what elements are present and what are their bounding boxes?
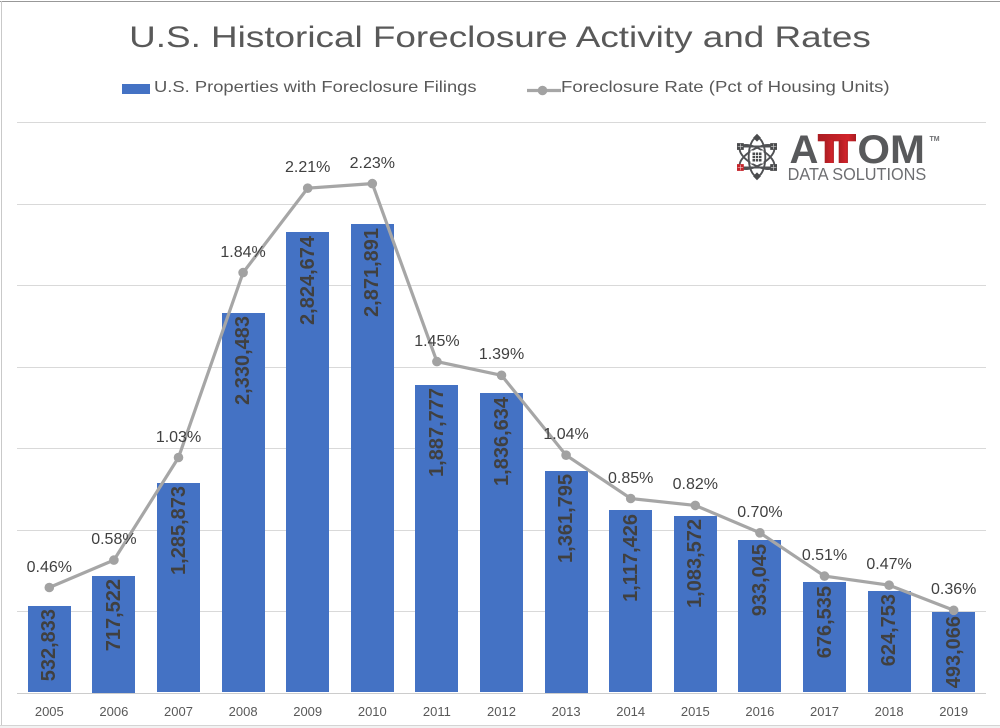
svg-text:DATA SOLUTIONS: DATA SOLUTIONS (788, 164, 927, 184)
svg-text:A: A (790, 128, 819, 172)
svg-text:TM: TM (930, 136, 940, 143)
svg-text:OM: OM (857, 128, 925, 172)
